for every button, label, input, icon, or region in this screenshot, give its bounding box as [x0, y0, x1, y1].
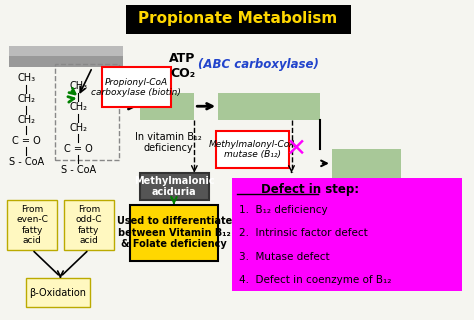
Text: 3.  Mutase defect: 3. Mutase defect: [239, 252, 330, 261]
Text: C = O: C = O: [64, 144, 92, 154]
Bar: [9, 46, 123, 67]
Bar: [9, 46, 123, 56]
Text: ✕: ✕: [286, 137, 307, 161]
Text: CH₃: CH₃: [17, 73, 35, 84]
Bar: [7, 200, 57, 250]
Bar: [332, 149, 401, 178]
Text: C = O: C = O: [12, 136, 40, 146]
Bar: [126, 5, 351, 34]
Text: From
odd-C
fatty
acid: From odd-C fatty acid: [76, 205, 102, 245]
Text: Methylmalonic
aciduria: Methylmalonic aciduria: [134, 176, 215, 197]
Bar: [26, 278, 90, 307]
Text: CH₂: CH₂: [69, 123, 87, 133]
Bar: [55, 64, 118, 160]
Text: Defect in step:: Defect in step:: [261, 183, 359, 196]
Text: 1.  B₁₂ deficiency: 1. B₁₂ deficiency: [239, 205, 328, 215]
Text: In vitamin B₁₂
deficiency: In vitamin B₁₂ deficiency: [135, 132, 201, 153]
Text: S - CoA: S - CoA: [9, 156, 44, 167]
Text: 4.  Defect in coenzyme of B₁₂: 4. Defect in coenzyme of B₁₂: [239, 275, 392, 285]
Text: CH₂: CH₂: [69, 102, 87, 112]
Bar: [64, 200, 114, 250]
Bar: [218, 93, 320, 120]
Text: CH₂: CH₂: [17, 115, 35, 125]
Text: (ABC carboxylase): (ABC carboxylase): [198, 58, 319, 70]
Text: S - CoA: S - CoA: [61, 164, 96, 175]
Text: Propionyl-CoA
carboxylase (biotin): Propionyl-CoA carboxylase (biotin): [91, 77, 181, 97]
Text: From
even-C
fatty
acid: From even-C fatty acid: [16, 205, 48, 245]
Text: CH₂: CH₂: [17, 94, 35, 104]
Text: Methylmalonyl-CoA
mutase (B₁₂): Methylmalonyl-CoA mutase (B₁₂): [209, 140, 296, 159]
Text: ATP
CO₂: ATP CO₂: [169, 52, 196, 80]
Bar: [102, 67, 171, 107]
Text: Used to differentiate
between Vitamin B₁₂
& Folate deficiency: Used to differentiate between Vitamin B₁…: [117, 216, 232, 249]
Text: β-Oxidation: β-Oxidation: [29, 288, 87, 298]
Text: Propionate Metabolism: Propionate Metabolism: [138, 11, 337, 26]
Bar: [140, 173, 209, 200]
Text: 2.  Intrinsic factor defect: 2. Intrinsic factor defect: [239, 228, 368, 238]
Text: CH₃: CH₃: [69, 81, 87, 92]
Bar: [232, 178, 462, 291]
Bar: [130, 205, 218, 261]
Bar: [140, 93, 194, 120]
Bar: [216, 131, 289, 168]
